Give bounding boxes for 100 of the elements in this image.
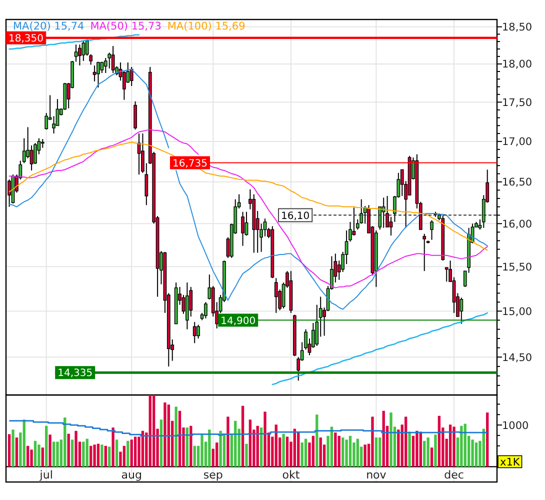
- bar: [356, 438, 359, 467]
- bar: [30, 450, 33, 467]
- bar: [74, 430, 78, 467]
- bar: [286, 436, 289, 467]
- bar: [56, 442, 59, 467]
- bar: [319, 438, 322, 467]
- candlestick: [241, 211, 244, 246]
- bar: [390, 412, 392, 467]
- y-axis-title: x1K: [500, 456, 521, 468]
- candlestick: [422, 233, 426, 272]
- y-tick-label: 17,00: [502, 136, 532, 148]
- bar: [38, 444, 40, 467]
- bar: [416, 430, 418, 467]
- y-tick-label: 16,50: [502, 176, 532, 189]
- bar: [316, 414, 318, 467]
- bar: [100, 444, 104, 467]
- bar: [348, 436, 352, 467]
- bar: [174, 406, 178, 467]
- candlestick: [82, 40, 86, 62]
- candlestick: [134, 100, 137, 130]
- bar: [126, 440, 130, 467]
- y-tick-label: 15,00: [502, 306, 532, 318]
- bar: [34, 440, 37, 467]
- bar: [86, 438, 88, 467]
- bar: [342, 438, 344, 467]
- bar: [312, 436, 315, 467]
- bar: [364, 444, 366, 467]
- bar: [222, 434, 226, 467]
- y-tick-label: 14,50: [502, 352, 532, 364]
- candlestick: [78, 44, 82, 66]
- y-tick-label: 18,00: [502, 58, 532, 71]
- y-tick-label: 15,50: [502, 261, 532, 274]
- bar: [241, 406, 244, 467]
- candlestick: [74, 44, 78, 62]
- bar: [190, 426, 192, 467]
- candlestick: [352, 207, 356, 236]
- bar: [48, 434, 52, 467]
- text: MA(20) 15,74: [13, 20, 85, 32]
- line-series: [272, 312, 488, 386]
- x-tick-label: aug: [121, 468, 142, 482]
- bar: [264, 412, 266, 467]
- bar: [167, 404, 170, 467]
- bar: [15, 438, 18, 467]
- x-tick-label: sep: [203, 468, 223, 482]
- bar: [208, 430, 211, 467]
- bar: [374, 438, 378, 467]
- bar: [482, 428, 485, 467]
- bar: [104, 446, 107, 467]
- y-tick-label: 18,50: [502, 22, 532, 34]
- ref-line-label: 18,350: [8, 33, 44, 44]
- bar: [234, 420, 237, 467]
- bar: [148, 395, 152, 467]
- candlestick: [274, 278, 278, 314]
- ref-line-label: 16,735: [172, 158, 208, 170]
- candlestick: [204, 302, 208, 319]
- candlestick: [96, 61, 100, 88]
- bar: [96, 444, 100, 467]
- bar: [408, 432, 411, 467]
- candlestick: [460, 297, 464, 324]
- bar: [382, 410, 385, 467]
- bar: [438, 416, 441, 467]
- candlestick: [192, 322, 196, 344]
- text: MA(50) 15,73: [90, 20, 162, 32]
- bar: [297, 432, 300, 467]
- bar: [448, 424, 452, 467]
- bar: [245, 444, 248, 467]
- bar: [115, 440, 118, 467]
- bar: [200, 434, 204, 467]
- bar: [215, 442, 218, 467]
- text: MA(100) 15,69: [167, 20, 246, 32]
- bar: [122, 446, 126, 467]
- bar: [426, 438, 430, 467]
- bar: [134, 436, 137, 467]
- bar: [152, 395, 156, 467]
- bar: [404, 416, 408, 467]
- bar: [474, 442, 478, 467]
- bar: [130, 440, 133, 467]
- bar: [52, 442, 56, 467]
- bar: [430, 448, 434, 467]
- ref-line-label: 14,900: [220, 316, 256, 327]
- bar: [93, 444, 96, 467]
- bar: [423, 440, 426, 467]
- bar: [338, 436, 340, 467]
- candlestick: [130, 66, 134, 86]
- bar: [304, 438, 308, 467]
- bar: [371, 416, 374, 467]
- bar: [334, 432, 337, 467]
- bar: [330, 426, 334, 467]
- bar: [82, 442, 85, 467]
- y-tick-label: 16,00: [502, 218, 532, 230]
- ref-line-label: 14,335: [58, 368, 93, 380]
- bar: [64, 418, 66, 467]
- line-series: [8, 34, 140, 50]
- bar: [70, 440, 74, 467]
- bar: [193, 446, 196, 467]
- bar: [274, 424, 278, 467]
- bar: [41, 448, 44, 467]
- x-tick-label: nov: [366, 468, 387, 482]
- bar: [108, 446, 111, 467]
- bar: [45, 426, 48, 467]
